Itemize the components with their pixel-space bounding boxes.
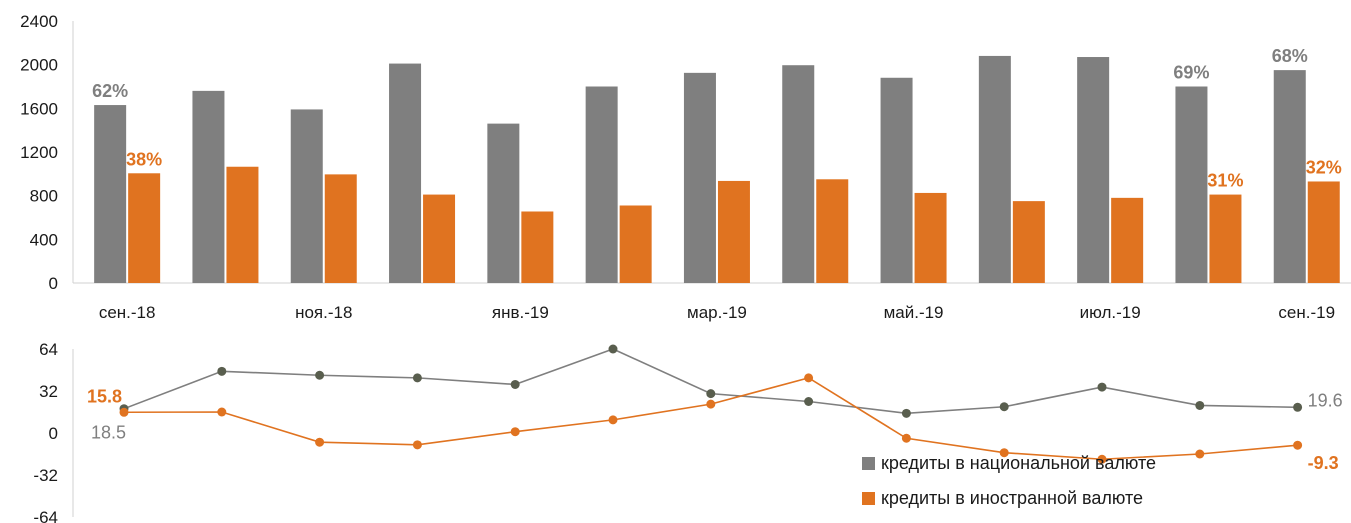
line-data-label: -9.3	[1308, 453, 1339, 473]
bar-foreign	[619, 205, 652, 283]
line-point-national	[510, 379, 520, 389]
bar-foreign	[423, 194, 456, 283]
bar-national	[487, 123, 520, 283]
legend-swatch-foreign	[862, 491, 875, 505]
bar-foreign	[1012, 201, 1045, 283]
bar-y-tick-label: 2000	[20, 56, 58, 75]
line-point-national	[901, 408, 911, 418]
legend-item-national: кредиты в национальной валюте	[862, 452, 1156, 474]
line-point-foreign	[1293, 440, 1303, 450]
bar-foreign	[1209, 194, 1242, 283]
bar-y-tick-label: 0	[49, 274, 58, 293]
bar-data-label: 32%	[1306, 157, 1342, 177]
bar-foreign	[1111, 197, 1144, 283]
line-point-national	[999, 402, 1009, 412]
bar-national	[1077, 57, 1110, 284]
bar-foreign	[816, 179, 849, 283]
legend-label-foreign: кредиты в иностранной валюте	[881, 487, 1144, 508]
line-point-national	[217, 366, 227, 376]
bar-x-tick-label: ноя.-18	[295, 303, 352, 322]
legend: кредиты в национальной валюте кредиты в …	[862, 450, 1322, 520]
bar-national	[978, 55, 1011, 283]
bar-x-tick-label: июл.-19	[1080, 303, 1141, 322]
line-point-foreign	[999, 448, 1009, 458]
bar-data-label: 31%	[1207, 171, 1243, 191]
line-data-label: 19.6	[1308, 390, 1343, 410]
line-point-foreign	[510, 427, 520, 437]
bar-data-label: 62%	[92, 81, 128, 101]
bar-data-label: 68%	[1272, 46, 1308, 66]
bar-national	[1175, 86, 1208, 283]
line-y-tick-label: -32	[33, 466, 58, 485]
line-point-national	[1195, 400, 1205, 410]
bar-national	[94, 105, 127, 283]
line-point-foreign	[315, 437, 325, 447]
bar-foreign	[324, 174, 357, 283]
bar-foreign	[914, 192, 947, 283]
line-point-national	[1293, 402, 1303, 412]
bar-foreign	[521, 211, 554, 283]
bar-national	[389, 63, 422, 284]
bar-x-tick-label: мар.-19	[687, 303, 747, 322]
line-point-national	[315, 370, 325, 380]
bar-foreign	[128, 173, 161, 283]
bar-data-label: 69%	[1173, 63, 1209, 83]
legend-swatch-national	[862, 456, 875, 470]
line-y-tick-label: 0	[49, 424, 58, 443]
line-point-foreign	[412, 440, 422, 450]
line-point-foreign	[1097, 454, 1107, 464]
line-y-tick-label: -64	[33, 508, 58, 523]
line-point-foreign	[901, 433, 911, 443]
line-point-national	[1097, 382, 1107, 392]
bar-y-tick-label: 1200	[20, 143, 58, 162]
bar-x-tick-label: сен.-18	[99, 303, 156, 322]
bar-national	[290, 109, 323, 283]
bar-y-tick-label: 1600	[20, 99, 58, 118]
bar-foreign	[717, 180, 750, 283]
bar-x-tick-label: янв.-19	[492, 303, 549, 322]
line-point-national	[804, 397, 814, 406]
line-point-national	[706, 389, 716, 399]
line-data-label: 18.5	[91, 423, 126, 443]
legend-label-national: кредиты в национальной валюте	[881, 452, 1157, 473]
bar-y-tick-label: 2400	[20, 12, 58, 31]
bar-foreign	[226, 166, 259, 283]
line-data-label: 15.8	[87, 386, 122, 406]
line-point-foreign	[706, 399, 716, 409]
bar-national	[880, 77, 913, 284]
line-point-national	[608, 344, 618, 354]
line-point-foreign	[119, 407, 129, 417]
line-y-tick-label: 32	[39, 382, 58, 401]
bar-x-tick-label: май.-19	[884, 303, 944, 322]
line-y-tick-label: 64	[39, 340, 58, 359]
bar-y-tick-label: 400	[30, 230, 58, 249]
line-point-national	[412, 373, 422, 383]
bar-y-tick-label: 800	[30, 187, 58, 206]
legend-item-foreign: кредиты в иностранной валюте	[862, 487, 1143, 509]
line-point-foreign	[1195, 449, 1205, 459]
line-point-foreign	[608, 415, 618, 425]
line-point-foreign	[217, 407, 227, 417]
bar-national	[782, 65, 815, 284]
bar-national	[192, 90, 225, 283]
bar-national	[585, 86, 618, 283]
bar-foreign	[1307, 181, 1340, 283]
bar-national	[683, 72, 716, 284]
line-point-foreign	[804, 373, 814, 383]
bar-national	[1273, 70, 1306, 283]
bar-data-label: 38%	[126, 149, 162, 169]
bar-x-tick-label: сен.-19	[1278, 303, 1335, 322]
